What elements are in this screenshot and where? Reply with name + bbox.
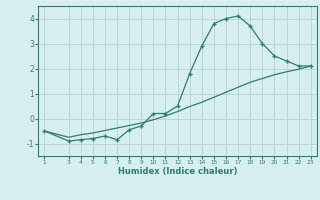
X-axis label: Humidex (Indice chaleur): Humidex (Indice chaleur) — [118, 167, 237, 176]
